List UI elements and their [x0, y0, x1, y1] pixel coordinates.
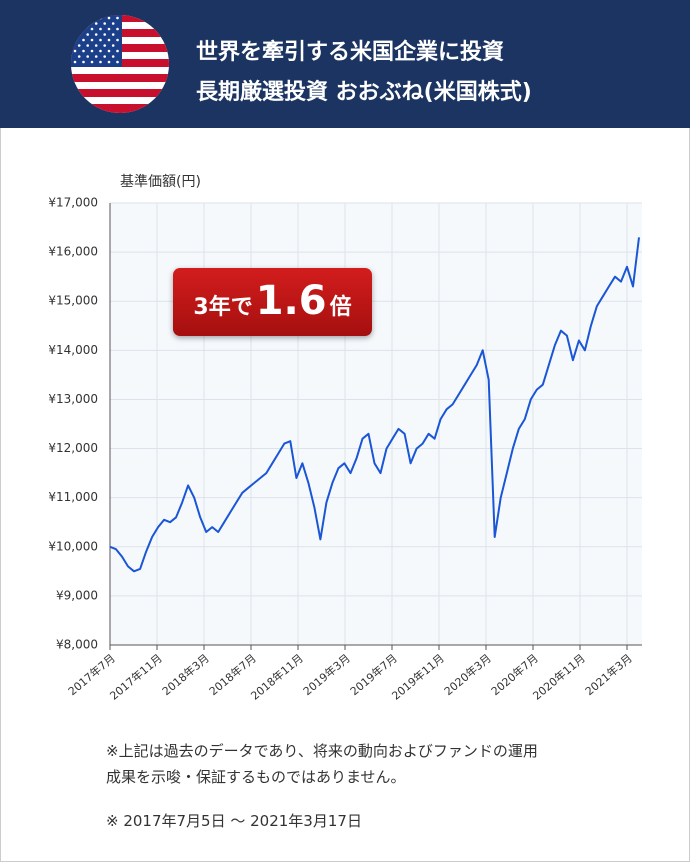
star — [99, 49, 102, 53]
y-axis-title: 基準価額(円) — [120, 173, 201, 190]
y-tick-label: ¥17,000 — [48, 196, 98, 210]
star — [103, 22, 106, 25]
star — [103, 44, 106, 47]
star — [90, 16, 94, 20]
y-tick-label: ¥10,000 — [48, 539, 98, 553]
x-tick-label: 2018年3月 — [159, 651, 212, 698]
badge-text: 倍 — [329, 295, 352, 320]
badge-text: 3年で — [193, 295, 253, 320]
star — [94, 22, 98, 25]
star — [73, 16, 77, 20]
y-tick-label: ¥15,000 — [48, 294, 98, 308]
star — [73, 38, 77, 42]
star — [103, 55, 106, 58]
star — [111, 22, 115, 25]
x-tick-label: 2020年3月 — [441, 651, 494, 698]
y-tick-label: ¥13,000 — [48, 392, 98, 406]
y-tick-label: ¥8,000 — [56, 638, 98, 652]
star — [103, 33, 106, 36]
badge-number: 1.6 — [255, 278, 327, 324]
star — [111, 44, 115, 47]
star — [94, 55, 98, 58]
star — [86, 33, 89, 36]
header-subtitle: 長期厳選投資 おおぶね(米国株式) — [196, 80, 532, 105]
star — [82, 27, 85, 31]
star — [86, 44, 89, 47]
star — [99, 60, 102, 64]
star — [77, 33, 81, 36]
star — [116, 27, 119, 31]
x-tick-label: 2019年11月 — [389, 651, 447, 703]
star — [77, 55, 81, 58]
star — [99, 38, 102, 42]
star — [73, 49, 77, 53]
star — [107, 16, 111, 20]
price-line — [109, 237, 640, 573]
us-flag — [71, 15, 169, 113]
x-tick-label: 2020年11月 — [530, 651, 588, 703]
y-tick-label: ¥11,000 — [48, 490, 98, 504]
x-tick-label: 2019年3月 — [300, 651, 353, 698]
star — [82, 49, 85, 53]
star — [90, 60, 94, 64]
y-tick-label: ¥14,000 — [48, 343, 98, 357]
star — [116, 38, 119, 42]
x-tick-label: 2021年3月 — [582, 651, 635, 698]
star — [86, 55, 89, 58]
star — [99, 16, 102, 20]
star — [99, 27, 102, 31]
star — [82, 60, 85, 64]
star — [111, 55, 115, 58]
note: ※ 2017年7月5日 〜 2021年3月17日 — [106, 812, 362, 830]
badge: 3年で 1.6 倍 — [173, 268, 372, 336]
x-tick-label: 2018年11月 — [248, 651, 306, 703]
star — [94, 33, 98, 36]
y-tick-label: ¥9,000 — [56, 588, 98, 602]
star — [90, 27, 94, 31]
star — [107, 60, 111, 64]
star — [107, 27, 111, 31]
header-title: 世界を牽引する米国企業に投資 — [196, 40, 505, 65]
note: ※上記は過去のデータであり、将来の動向およびファンドの運用 — [106, 742, 538, 760]
y-tick-label: ¥12,000 — [48, 441, 98, 455]
star — [82, 38, 85, 42]
note: 成果を示唆・保証するものではありません。 — [106, 768, 406, 786]
star — [73, 27, 77, 31]
star — [86, 22, 89, 25]
star — [73, 60, 77, 64]
star — [90, 49, 94, 53]
star — [94, 44, 98, 47]
star — [111, 33, 115, 36]
star — [107, 49, 111, 53]
x-tick-label: 2017年11月 — [107, 651, 165, 703]
star — [116, 60, 119, 64]
star — [107, 38, 111, 42]
star — [82, 16, 85, 20]
star — [90, 38, 94, 42]
y-tick-label: ¥16,000 — [48, 245, 98, 259]
star — [116, 16, 119, 20]
star — [77, 44, 81, 47]
star — [77, 22, 81, 25]
star — [116, 49, 119, 53]
header: 世界を牽引する米国企業に投資 長期厳選投資 おおぶね(米国株式) — [0, 0, 690, 128]
chart: 基準価額(円) ¥8,000 ¥9,000 ¥10,000 ¥11,000 ¥12,00… — [48, 173, 642, 703]
